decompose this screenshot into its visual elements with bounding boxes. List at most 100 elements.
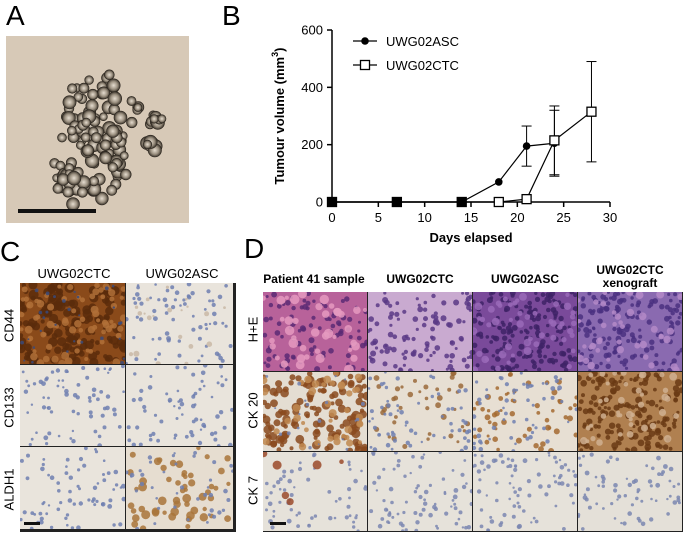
cell [62, 95, 77, 110]
histology-tile [473, 292, 577, 371]
cell [107, 162, 118, 173]
cell [62, 186, 74, 198]
histology-tile [368, 452, 472, 531]
ihc-tile [126, 365, 233, 446]
legend: UWG02ASC UWG02CTC [353, 34, 459, 73]
cell [78, 82, 90, 94]
micrograph-image [18, 69, 167, 213]
series-line [332, 142, 555, 203]
panel-d-row-label: CK 20 [245, 392, 261, 429]
panel-d-col-head: xenograft [602, 276, 658, 290]
panel-d-col-head: UWG02ASC [490, 272, 559, 286]
histology-tile [263, 452, 367, 531]
scale-bar [24, 522, 40, 525]
x-tick-label: 15 [464, 210, 478, 225]
x-tick-label: 30 [603, 210, 617, 225]
x-tick-label: 10 [417, 210, 431, 225]
cell [52, 183, 64, 194]
cell [104, 69, 115, 81]
panel-c-row-label: CD44 [1, 308, 17, 343]
cell [113, 110, 128, 125]
data-point [493, 196, 504, 208]
cell [119, 151, 129, 161]
panel-d-col-head: Patient 41 sample [263, 272, 365, 286]
cell [133, 103, 143, 112]
histology-tile [473, 452, 577, 531]
y-tick-label: 400 [301, 80, 323, 95]
panel-d-col-head: UWG02CTC [596, 263, 664, 277]
data-point [522, 142, 531, 150]
x-axis-label: Days elapsed [429, 230, 512, 245]
histology-tile [578, 292, 682, 371]
panel-c-letter: C [0, 236, 21, 267]
ihc-tile [126, 447, 233, 529]
cell [80, 132, 91, 143]
data-point [549, 135, 560, 146]
ihc-tile [20, 365, 125, 446]
cell [149, 114, 159, 124]
cell [106, 184, 118, 196]
cell [67, 125, 77, 136]
histology-tile [578, 372, 682, 451]
cell [106, 78, 121, 93]
y-tick-label: 200 [301, 137, 323, 152]
legend-marker [361, 37, 369, 45]
cell [66, 170, 82, 186]
y-tick-label: 600 [301, 23, 323, 38]
series-UWG02CTC [326, 61, 597, 208]
x-tick-label: 5 [375, 210, 382, 225]
panel-c-row-label: ALDH1 [1, 468, 17, 511]
cell [106, 124, 120, 138]
histology-tile [263, 372, 367, 451]
data-point [495, 178, 503, 186]
cell [126, 96, 137, 106]
panel-d-row-label: H+E [245, 316, 261, 343]
histology-tile [473, 372, 577, 451]
data-point [586, 106, 597, 117]
cell [120, 168, 132, 181]
cell [99, 139, 112, 151]
histology-tile [368, 292, 472, 371]
cell [157, 114, 167, 124]
y-tick-label: 0 [316, 195, 323, 210]
legend-label: UWG02ASC [386, 34, 459, 49]
panel-a-letter: A [6, 0, 25, 31]
cell [90, 132, 102, 143]
ihc-grid-panel-d [263, 292, 683, 532]
cell [142, 139, 153, 149]
cell [99, 112, 108, 121]
panel-d-letter: D [244, 233, 265, 264]
panel-d-row-label: CK 7 [245, 476, 261, 505]
data-point [391, 196, 403, 208]
panel-b-letter: B [222, 0, 241, 31]
legend-label: UWG02CTC [386, 58, 459, 73]
ihc-grid-panel-c [20, 283, 236, 532]
x-tick-label: 25 [556, 210, 570, 225]
histology-tile [263, 292, 367, 371]
cell [67, 83, 78, 94]
cell [81, 117, 91, 128]
scale-bar [18, 209, 96, 213]
series-line [332, 111, 592, 203]
panel-c-col-head: UWG02ASC [145, 266, 219, 281]
cell [99, 151, 112, 165]
cell [107, 91, 123, 106]
data-point [326, 196, 338, 208]
data-point [456, 196, 467, 208]
ihc-tile [126, 283, 233, 364]
data-point [521, 193, 532, 205]
y-axis-label: Tumour volume (mm3) [270, 48, 287, 185]
legend-marker [359, 59, 371, 71]
cell [126, 116, 138, 129]
tumour-growth-chart: 0 200 400 600 0 5 10 15 20 25 30 Days elapsed Tumour… [270, 23, 617, 246]
cell-cluster-micrograph [6, 36, 189, 223]
cell [88, 176, 99, 187]
ihc-tile [20, 283, 125, 364]
series-UWG02ASC [328, 109, 560, 206]
x-tick-label: 20 [510, 210, 524, 225]
cell [77, 186, 88, 198]
cell [57, 132, 67, 143]
cell [81, 144, 94, 157]
histology-tile [578, 452, 682, 531]
scale-bar [270, 522, 286, 525]
